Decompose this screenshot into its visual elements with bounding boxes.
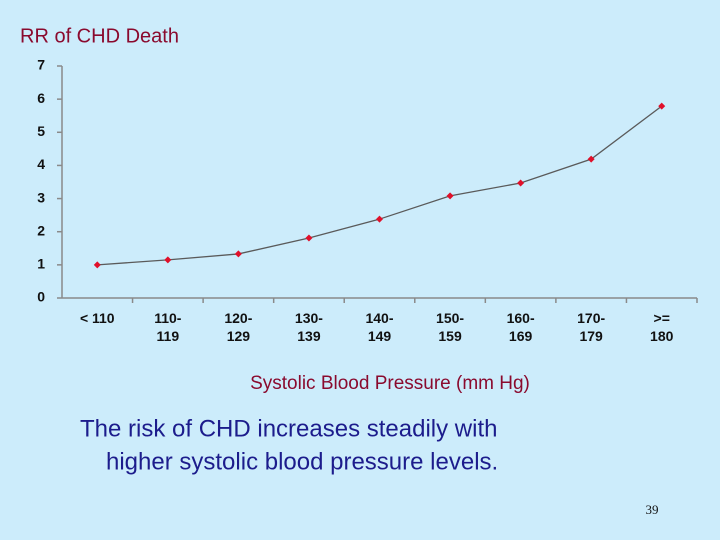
marker [658, 102, 666, 110]
page-number: 39 [646, 502, 659, 517]
x-tick-label: 160-169 [507, 310, 535, 344]
x-tick-label: < 110 [80, 310, 115, 326]
x-tick-label: 170-179 [577, 310, 605, 344]
x-tick-label: >= 180 [650, 310, 674, 344]
y-tick-label: 5 [37, 123, 45, 139]
y-tick-label: 1 [37, 256, 45, 272]
x-tick-label: 110-119 [154, 310, 182, 344]
x-tick-label: 120-129 [224, 310, 252, 344]
marker [517, 179, 525, 187]
marker [164, 256, 172, 264]
x-tick-label: 130-139 [295, 310, 323, 344]
line [97, 105, 663, 266]
y-tick-label: 6 [37, 90, 45, 106]
y-tick-label: 7 [37, 57, 45, 73]
y-tick-label: 4 [37, 156, 45, 172]
y-tick-label: 2 [37, 222, 45, 238]
caption-line: The risk of CHD increases steadily with [80, 415, 497, 442]
marker [305, 234, 313, 242]
x-tick-label: 140-149 [365, 310, 393, 344]
y-tick-label: 3 [37, 189, 45, 205]
x-axis-label: Systolic Blood Pressure (mm Hg) [250, 373, 530, 394]
x-tick-label: 150-159 [436, 310, 464, 344]
marker [376, 215, 383, 223]
marker [234, 250, 242, 258]
marker [93, 261, 101, 269]
marker [587, 155, 595, 163]
y-tick-label: 0 [37, 289, 45, 305]
caption-line: higher systolic blood pressure levels. [106, 448, 498, 475]
marker [446, 192, 454, 200]
chart-title: RR of CHD Death [20, 25, 179, 47]
